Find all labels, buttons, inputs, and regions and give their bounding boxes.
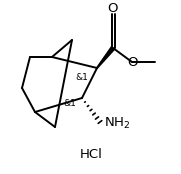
Text: O: O bbox=[108, 2, 118, 15]
Text: HCl: HCl bbox=[80, 148, 102, 161]
Polygon shape bbox=[97, 47, 115, 68]
Text: NH$_2$: NH$_2$ bbox=[104, 116, 130, 130]
Text: &1: &1 bbox=[75, 73, 88, 81]
Text: O: O bbox=[127, 56, 137, 69]
Text: &1: &1 bbox=[63, 98, 76, 108]
